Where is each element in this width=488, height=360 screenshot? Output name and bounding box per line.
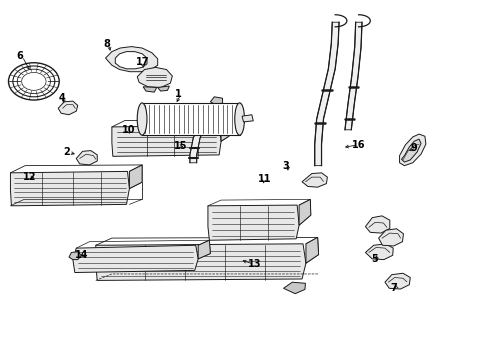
Circle shape xyxy=(128,57,135,62)
Polygon shape xyxy=(299,199,310,225)
Polygon shape xyxy=(378,229,403,246)
Polygon shape xyxy=(401,139,420,162)
Polygon shape xyxy=(58,101,78,115)
Text: 8: 8 xyxy=(103,40,110,49)
Polygon shape xyxy=(305,237,318,263)
Polygon shape xyxy=(112,126,221,156)
Polygon shape xyxy=(10,171,129,206)
Polygon shape xyxy=(76,150,97,165)
Polygon shape xyxy=(302,173,327,187)
Polygon shape xyxy=(198,240,210,259)
Polygon shape xyxy=(314,22,338,166)
Polygon shape xyxy=(221,120,228,141)
Text: 7: 7 xyxy=(390,283,397,293)
Polygon shape xyxy=(137,67,172,87)
Polygon shape xyxy=(207,205,299,240)
Polygon shape xyxy=(399,134,425,166)
Text: 15: 15 xyxy=(173,141,187,151)
Text: 5: 5 xyxy=(370,254,377,264)
Text: 17: 17 xyxy=(136,57,149,67)
Bar xyxy=(142,103,239,135)
Polygon shape xyxy=(73,245,198,273)
Polygon shape xyxy=(210,97,222,105)
Polygon shape xyxy=(384,273,409,289)
Polygon shape xyxy=(158,86,169,91)
Text: 3: 3 xyxy=(282,161,289,171)
Text: 1: 1 xyxy=(175,89,182,99)
Text: 16: 16 xyxy=(351,140,365,150)
Text: 10: 10 xyxy=(122,125,135,135)
Polygon shape xyxy=(96,244,305,280)
Text: 14: 14 xyxy=(75,250,88,260)
Polygon shape xyxy=(129,165,142,189)
Text: 6: 6 xyxy=(16,51,23,61)
Text: 13: 13 xyxy=(248,259,262,269)
Text: 2: 2 xyxy=(63,147,70,157)
Polygon shape xyxy=(115,51,147,69)
Polygon shape xyxy=(365,216,389,233)
Polygon shape xyxy=(143,87,157,92)
Polygon shape xyxy=(344,22,361,130)
Polygon shape xyxy=(365,244,392,260)
Polygon shape xyxy=(242,115,253,122)
Polygon shape xyxy=(189,102,222,163)
Text: 9: 9 xyxy=(409,143,416,153)
Polygon shape xyxy=(283,282,305,294)
Text: 4: 4 xyxy=(58,93,65,103)
Text: 12: 12 xyxy=(23,172,37,182)
Circle shape xyxy=(125,55,137,64)
Ellipse shape xyxy=(137,103,147,135)
Ellipse shape xyxy=(234,103,244,135)
Polygon shape xyxy=(105,46,158,72)
Polygon shape xyxy=(69,252,81,260)
Text: 11: 11 xyxy=(258,174,271,184)
